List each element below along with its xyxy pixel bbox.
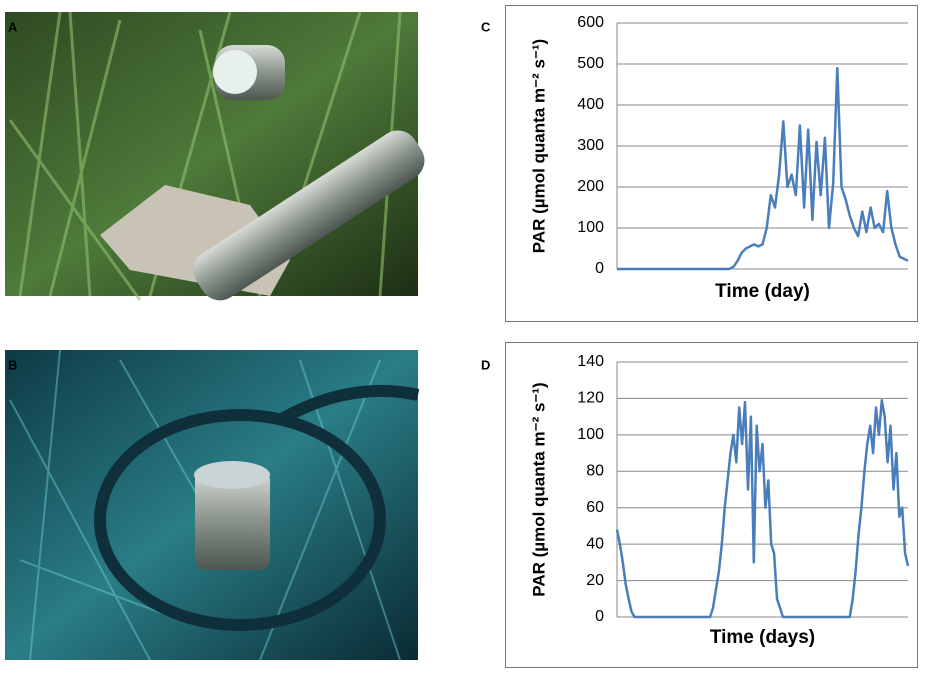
- y-tick-label: 0: [595, 260, 604, 277]
- y-tick-label: 60: [586, 499, 604, 516]
- y-tick-label: 20: [586, 572, 604, 589]
- y-tick-label: 120: [577, 390, 604, 407]
- data-line: [617, 66, 909, 271]
- panel-label: B: [8, 357, 17, 372]
- photo-a: [5, 11, 425, 301]
- y-axis-label: PAR (µmol quanta m⁻² s⁻¹): [529, 39, 548, 253]
- photo-b: [5, 349, 420, 661]
- y-tick-label: 300: [577, 137, 604, 154]
- x-axis-label: Time (days): [710, 627, 815, 648]
- y-tick-label: 100: [577, 426, 604, 443]
- y-axis-label: PAR (µmol quanta m⁻² s⁻¹): [529, 382, 548, 596]
- y-tick-label: 100: [577, 219, 604, 236]
- y-tick-label: 80: [586, 463, 604, 480]
- panel-label: C: [481, 19, 491, 34]
- y-tick-label: 40: [586, 535, 604, 552]
- y-tick-label: 140: [577, 353, 604, 370]
- y-tick-label: 600: [577, 14, 604, 31]
- y-tick-label: 200: [577, 178, 604, 195]
- y-tick-label: 0: [595, 608, 604, 625]
- x-axis-label: Time (day): [715, 281, 810, 302]
- data-line: [615, 399, 910, 619]
- panel-label: A: [8, 19, 18, 34]
- panel-label: D: [481, 357, 490, 372]
- y-tick-label: 400: [577, 96, 604, 113]
- chart-frame: [505, 342, 918, 668]
- y-tick-label: 500: [577, 55, 604, 72]
- chart-frame: [505, 5, 918, 322]
